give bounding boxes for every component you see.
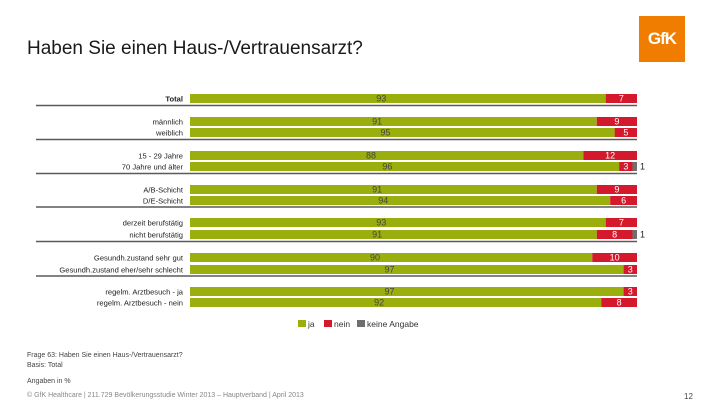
- legend-swatch: [357, 320, 365, 327]
- bar-keine-Angabe: [632, 230, 637, 239]
- bar-ja: [190, 196, 611, 205]
- value-label: 97: [384, 287, 394, 297]
- value-label: 3: [623, 162, 628, 172]
- category-label: Gesundh.zustand sehr gut: [94, 254, 184, 263]
- bar-nein: [592, 253, 637, 262]
- legend-label: ja: [307, 319, 315, 329]
- value-label: 91: [372, 185, 382, 195]
- category-label: A/B-Schicht: [143, 186, 184, 195]
- basis-text: Basis: Total: [27, 362, 63, 369]
- value-label: 1: [640, 162, 645, 172]
- bar-ja: [190, 230, 597, 239]
- bar-ja: [190, 218, 606, 227]
- category-label: derzeit berufstätig: [123, 219, 183, 228]
- bar-ja: [190, 162, 620, 171]
- bar-ja: [190, 151, 584, 160]
- value-label: 95: [380, 128, 390, 138]
- bar-keine-Angabe: [632, 162, 637, 171]
- value-label: 5: [623, 128, 628, 138]
- value-label: 7: [619, 218, 624, 228]
- bar-nein: [614, 128, 637, 137]
- bar-nein: [623, 265, 637, 274]
- value-label: 6: [621, 196, 626, 206]
- bar-nein: [601, 298, 637, 307]
- question-text: Frage 63: Haben Sie einen Haus-/Vertraue…: [27, 352, 183, 359]
- legend-label: nein: [334, 319, 350, 329]
- category-label: 15 - 29 Jahre: [138, 152, 183, 161]
- bar-nein: [596, 230, 633, 239]
- bar-ja: [190, 128, 615, 137]
- bar-ja: [190, 265, 624, 274]
- bar-nein: [596, 117, 637, 126]
- bar-ja: [190, 287, 624, 296]
- page-number: 12: [684, 392, 693, 401]
- category-label: männlich: [153, 118, 183, 127]
- value-label: 9: [614, 185, 619, 195]
- legend-label: keine Angabe: [367, 319, 419, 329]
- bar-ja: [190, 253, 593, 262]
- value-label: 1: [640, 230, 645, 240]
- value-label: 9: [614, 117, 619, 127]
- bar-nein: [605, 218, 637, 227]
- value-label: 10: [610, 253, 620, 263]
- category-label: regelm. Arztbesuch - nein: [97, 299, 183, 308]
- value-label: 97: [384, 265, 394, 275]
- category-label: nicht berufstätig: [129, 231, 183, 240]
- bar-ja: [190, 117, 597, 126]
- legend-swatch: [298, 320, 306, 327]
- value-label: 8: [617, 298, 622, 308]
- bar-nein: [596, 185, 637, 194]
- bar-nein: [583, 151, 637, 160]
- legend-swatch: [324, 320, 332, 327]
- unit-note: Angaben in %: [27, 378, 71, 385]
- bar-nein: [623, 287, 637, 296]
- gfk-logo: GfK: [639, 16, 685, 62]
- category-label: Gesundh.zustand eher/sehr schlecht: [59, 266, 184, 275]
- category-label: weiblich: [155, 129, 183, 138]
- bar-ja: [190, 94, 606, 103]
- footer-text: © GfK Healthcare | 211.729 Bevölkerungss…: [27, 392, 304, 399]
- category-label: 70 Jahre und älter: [122, 163, 184, 172]
- value-label: 91: [372, 230, 382, 240]
- value-label: 94: [378, 196, 388, 206]
- value-label: 3: [628, 265, 633, 275]
- value-label: 88: [366, 151, 376, 161]
- value-label: 91: [372, 117, 382, 127]
- bar-nein: [619, 162, 633, 171]
- value-label: 90: [370, 253, 380, 263]
- value-label: 7: [619, 94, 624, 104]
- value-label: 3: [628, 287, 633, 297]
- category-label: Total: [165, 95, 183, 104]
- value-label: 93: [376, 218, 386, 228]
- bar-nein: [605, 94, 637, 103]
- category-label: D/E-Schicht: [143, 197, 184, 206]
- value-label: 12: [605, 151, 615, 161]
- value-label: 93: [376, 94, 386, 104]
- category-label: regelm. Arztbesuch - ja: [105, 288, 183, 297]
- value-label: 96: [382, 162, 392, 172]
- value-label: 8: [612, 230, 617, 240]
- bar-ja: [190, 185, 597, 194]
- question-note: Frage 63: Haben Sie einen Haus-/Vertraue…: [27, 351, 183, 371]
- bar-nein: [610, 196, 637, 205]
- value-label: 92: [374, 298, 384, 308]
- bar-ja: [190, 298, 602, 307]
- page-title: Haben Sie einen Haus-/Vertrauensarzt?: [27, 38, 363, 59]
